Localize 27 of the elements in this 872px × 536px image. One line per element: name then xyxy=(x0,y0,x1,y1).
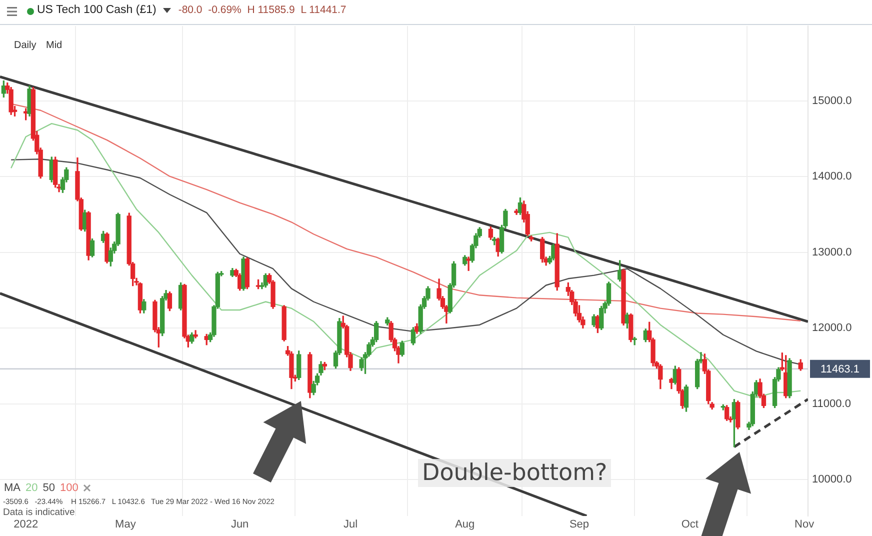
annotation: Data is indicative xyxy=(3,507,75,518)
text: 50 xyxy=(42,482,55,494)
text: 100 xyxy=(60,482,78,494)
annotation: Double-bottom? xyxy=(418,459,612,487)
y-tick-label: 10000.0 xyxy=(812,474,852,486)
y-tick-label: 15000.0 xyxy=(812,95,852,108)
ref-line-label: 11463.1 xyxy=(820,363,860,376)
chart-title: US Tech 100 Cash (£1) xyxy=(37,4,156,16)
text: 20 xyxy=(26,482,38,494)
x-tick-label: Sep xyxy=(569,518,590,531)
x-tick-label: Jul xyxy=(343,518,358,531)
annotation: Daily xyxy=(14,40,36,51)
y-tick-label: 14000.0 xyxy=(812,170,852,183)
chart-subtitle: -80.0 -0.69% H 11585.9 L 11441.7 xyxy=(178,4,346,16)
candlestick xyxy=(193,330,198,338)
y-tick-label: 11000.0 xyxy=(812,398,851,410)
legend-title: MA xyxy=(4,482,20,494)
x-tick-label: Oct xyxy=(681,518,698,531)
y-tick-label: 12000.0 xyxy=(812,322,852,334)
x-tick-label: Aug xyxy=(455,518,475,531)
candlestick xyxy=(466,256,471,271)
x-tick-label: Jun xyxy=(230,518,249,531)
x-tick-label: 2022 xyxy=(14,518,38,531)
y-tick-label: 13000.0 xyxy=(812,246,852,258)
x-tick-label: May xyxy=(115,518,136,531)
annotation: Mid xyxy=(46,40,62,51)
x-tick-label: Nov xyxy=(794,518,815,531)
